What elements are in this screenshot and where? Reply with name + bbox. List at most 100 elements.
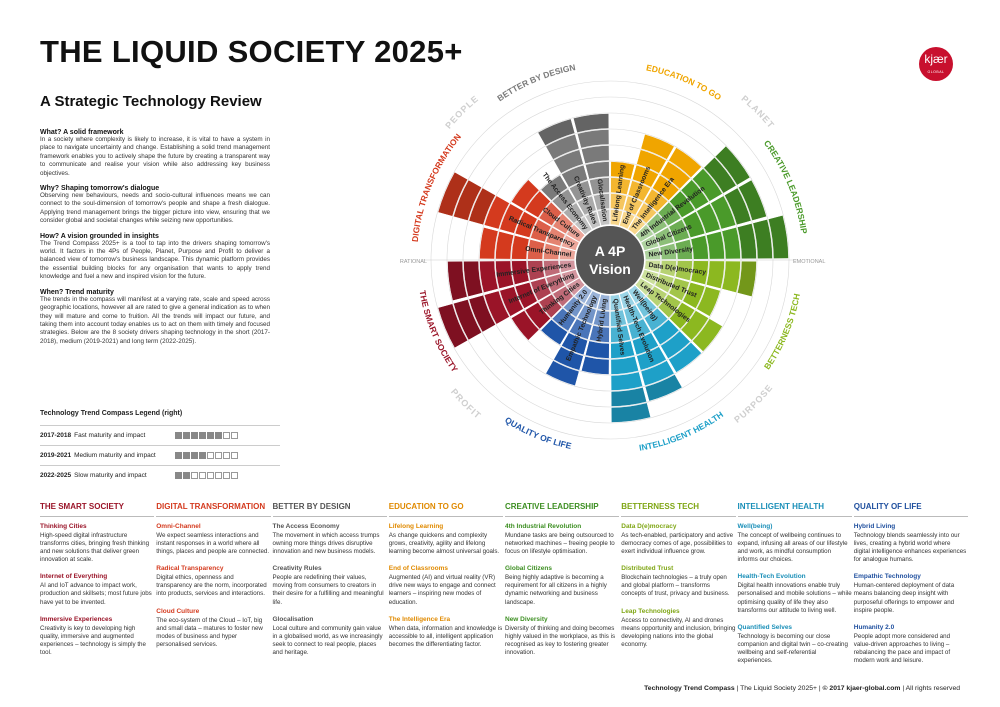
trend-segment [545, 226, 566, 247]
trend-segment [652, 319, 680, 346]
legend-year: 2017-2018 [40, 432, 72, 439]
sector-title: QUALITY OF LIFE [503, 415, 573, 451]
maturity-cell [199, 432, 206, 439]
maturity-scale [175, 432, 238, 439]
trend-segment [530, 277, 552, 301]
trend-title: Thinking Cities [40, 523, 87, 530]
trend-segment [574, 284, 593, 304]
footer-rights: | All rights reserved [900, 685, 960, 692]
trend-segment [623, 304, 644, 325]
trend-segment [569, 318, 593, 340]
trend-item: Glocalisation Local culture and community… [273, 616, 387, 657]
trend-item: Leap Technologies Access to connectivity,… [621, 608, 735, 649]
trend-segment [627, 180, 651, 202]
trend-segment [644, 374, 683, 402]
trend-segment [640, 269, 659, 286]
sector-title: INTELLIGENT HEALTH [638, 409, 725, 452]
trend-description: People are redefining their values, movi… [272, 574, 384, 606]
trend-title: Radical Transparency [156, 565, 224, 573]
sector-title: BETTERNESS TECH [762, 293, 802, 372]
trend-segment [468, 187, 496, 226]
trend-item: Radical Transparency Digital ethics, open… [156, 565, 270, 598]
trend-segment [646, 213, 668, 235]
trend-segment [657, 293, 682, 319]
trend-segment [479, 260, 499, 293]
driver-column-title: BETTER BY DESIGN [272, 502, 387, 517]
intro-section-why: Why? Shaping tomorrow's dialogue Observi… [40, 185, 270, 226]
intro-section-when: When? Trend maturity The trends in the c… [40, 289, 270, 346]
legend-label: Slow maturity and impact [74, 472, 147, 479]
maturity-cell [183, 432, 190, 439]
trend-description: Digital health innovations enable truly … [737, 582, 852, 614]
trend-segment [561, 332, 588, 356]
trend-item: Creativity Rules People are redefining th… [273, 565, 387, 606]
driver-column: BETTERNESS TECH Data D(e)mocracy As tech-e… [621, 502, 737, 674]
trend-segment [511, 260, 530, 285]
driver-column: DIGITAL TRANSFORMATION Omni-Channel We exp… [156, 502, 272, 674]
trend-item: Data D(e)mocracy As tech-enabled, partici… [621, 523, 735, 556]
trend-segment [692, 168, 723, 202]
trend-segment [652, 174, 680, 201]
trend-item: Internet of Everything AI and IoT advance… [40, 573, 154, 606]
trend-title: Data D(e)mocracy [621, 523, 677, 530]
trend-description: The concept of wellbeing continues to ex… [737, 532, 848, 564]
trend-segment [634, 224, 654, 243]
quadrant-label: PEOPLE [443, 93, 480, 130]
trend-item: Cloud Culture The eco-system of the Cloud… [156, 608, 270, 649]
trend-description: Blockchain technologies – a truly open a… [621, 574, 730, 598]
trend-description: When data, information and knowledge is … [388, 624, 503, 648]
trend-description: Access to connectivity, AI and drones me… [621, 616, 736, 648]
trend-description: Creativity is key to developing high qua… [40, 624, 146, 656]
trend-segment [640, 360, 675, 387]
trend-segment [668, 147, 702, 178]
kjaer-global-logo[interactable]: kjær GLOBAL [919, 47, 953, 81]
legend-row-fast: 2017-2018 Fast maturity and impact [40, 425, 280, 445]
trend-segment [561, 269, 580, 286]
trend-segment [643, 188, 669, 213]
legend-year: 2019-2021 [40, 452, 72, 459]
trend-title: New Diversity [505, 615, 548, 623]
trend-segment [597, 209, 610, 226]
trend-title: Glocalisation [272, 615, 314, 623]
trend-segment [669, 302, 696, 330]
trend-title: Health-Tech Evolution [737, 573, 806, 581]
intro-heading: When? Trend maturity [40, 288, 114, 296]
driver-column-title: DIGITAL TRANSFORMATION [156, 502, 271, 517]
trend-item: Thinking Cities High-speed digital infras… [40, 523, 154, 564]
intro-heading: How? A vision grounded in insights [40, 232, 159, 240]
intro-section-what: What? A solid framework In a society whe… [40, 129, 270, 178]
trend-description: Local culture and community gain value i… [272, 624, 383, 656]
driver-column: QUALITY OF LIFE Hybrid Living Technology b… [853, 502, 970, 674]
trend-description: AI and IoT advance to impact work, produ… [40, 582, 152, 606]
trend-segment [437, 303, 469, 349]
legend-year: 2022-2025 [40, 472, 72, 479]
trend-item: Well(being) The concept of wellbeing cont… [738, 523, 852, 564]
trend-segment [668, 342, 702, 373]
footer-text: | The Liquid Society 2025+ | [734, 685, 823, 692]
trend-title: The Intelligence Era [388, 615, 451, 623]
trend-segment [610, 309, 627, 327]
trend-segment [654, 273, 675, 294]
trend-segment [499, 286, 524, 317]
trend-segment [589, 325, 610, 343]
trend-description: The eco-system of the Cloud – IoT, big a… [156, 616, 263, 648]
trend-item: Quantified Selves Technology is becoming … [738, 624, 852, 665]
trend-segment [551, 307, 577, 332]
trend-segment [636, 346, 667, 371]
sector-title-path [478, 401, 603, 453]
trend-segment [682, 211, 706, 238]
trend-item: Humanity 2.0 People adopt more considered… [854, 624, 968, 665]
trend-segment [623, 195, 644, 216]
maturity-cell [207, 432, 214, 439]
trend-title: End of Classrooms [388, 565, 448, 573]
trend-segment [483, 195, 510, 230]
trend-segment [634, 277, 654, 296]
trend-segment [659, 243, 677, 260]
trend-segment [660, 330, 691, 359]
trend-segment [584, 211, 601, 230]
trend-title: The Access Economy [272, 523, 340, 530]
trend-item: New Diversity Diversity of thinking and d… [505, 616, 619, 657]
trend-segment [610, 177, 631, 195]
trend-item: The Intelligence Era When data, informati… [389, 616, 503, 649]
trend-segment [690, 235, 709, 260]
